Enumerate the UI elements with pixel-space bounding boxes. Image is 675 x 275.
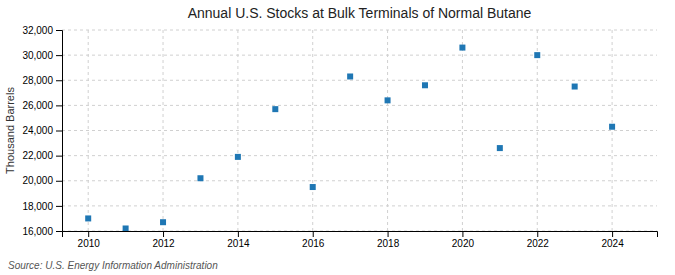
x-grid-line (163, 30, 164, 231)
y-axis: 16,000 18,000 20,000 22,000 24,000 26,000 28,0… (22, 25, 62, 237)
x-tick-label: 2022 (527, 238, 550, 249)
y-tick-mark (56, 156, 62, 157)
x-grid-line (387, 30, 388, 231)
x-tick-label: 2016 (302, 238, 325, 249)
point (385, 97, 391, 103)
source: Source: U.S. Energy Information Administ… (8, 260, 218, 271)
x-tick-mark (163, 231, 164, 237)
point (609, 124, 615, 130)
plot-area: 2010 2012 2014 2016 2018 2020 2022 2024 16,000 18… (22, 25, 657, 249)
point (534, 52, 540, 58)
x-tick-label: 2010 (78, 238, 101, 249)
x-tick-label: 2024 (601, 238, 624, 249)
point (572, 84, 578, 90)
point (160, 219, 166, 225)
x-tick: 2020 (452, 231, 475, 249)
x-tick-label: 2012 (152, 238, 175, 249)
point (197, 175, 203, 181)
title: Annual U.S. Stocks at Bulk Terminals of … (188, 5, 532, 21)
y-tick-mark (56, 80, 62, 81)
y-grid-line (62, 55, 657, 56)
x-tick-mark (388, 231, 389, 237)
y-grid-line (62, 30, 657, 31)
point (459, 45, 465, 51)
y-grid-line (62, 180, 657, 181)
y-tick: 24,000 (22, 125, 62, 136)
chart: 2010 2012 2014 2016 2018 2020 2022 2024 16,000 18… (0, 0, 675, 275)
x-tick-label: 2018 (377, 238, 400, 249)
x-axis-line (63, 232, 658, 238)
y-tick: 30,000 (22, 50, 62, 61)
x-tick-mark (313, 231, 314, 237)
y-tick: 28,000 (22, 75, 62, 86)
y-tick-label: 32,000 (22, 25, 53, 36)
y-tick: 18,000 (22, 201, 62, 212)
x-grid-line (237, 30, 238, 231)
y-tick-mark (56, 105, 62, 106)
point (347, 73, 353, 79)
y-grid-line (62, 205, 657, 206)
y-tick-mark (56, 131, 62, 132)
x-tick: 2012 (152, 231, 175, 249)
x-grid-line (88, 30, 89, 231)
y-tick-label: 20,000 (22, 175, 53, 186)
y-tick-mark (56, 55, 62, 56)
y-grid-line (62, 105, 657, 106)
y-tick: 32,000 (22, 25, 62, 36)
point (85, 215, 91, 221)
y-axis-line (56, 31, 63, 232)
x-tick-mark (88, 231, 89, 237)
point (422, 82, 428, 88)
x-tick: 2022 (527, 231, 550, 249)
y-tick-mark (56, 231, 62, 232)
grid (62, 30, 657, 231)
y-tick-mark (56, 206, 62, 207)
x-grid-line (537, 30, 538, 231)
point (497, 145, 503, 151)
point (235, 154, 241, 160)
point (310, 184, 316, 190)
points (85, 45, 615, 231)
y-tick-mark (56, 30, 62, 31)
x-grid-line (312, 30, 313, 231)
y-grid-line (62, 155, 657, 156)
y-tick: 22,000 (22, 150, 62, 161)
y-tick-label: 16,000 (22, 226, 53, 237)
x-tick: 2010 (78, 231, 101, 249)
y-tick-label: 22,000 (22, 150, 53, 161)
point (272, 106, 278, 112)
x-tick-label: 2014 (227, 238, 250, 249)
x-tick: 2018 (377, 231, 400, 249)
point (123, 225, 129, 231)
y-grid-line (62, 130, 657, 131)
x-tick-mark (537, 231, 538, 237)
y-tick-label: 18,000 (22, 201, 53, 212)
x-grid-line (612, 30, 613, 231)
y-tick: 16,000 (22, 226, 62, 237)
x-tick: 2024 (601, 231, 624, 249)
x-tick: 2014 (227, 231, 250, 249)
x-grid-line (462, 30, 463, 231)
y-grid-line (62, 80, 657, 81)
y-tick: 20,000 (22, 175, 62, 186)
x-tick-mark (238, 231, 239, 237)
x-tick-mark (612, 231, 613, 237)
y-tick-label: 28,000 (22, 75, 53, 86)
y-tick-label: 30,000 (22, 50, 53, 61)
x-tick-mark (462, 231, 463, 237)
y-tick-label: 24,000 (22, 125, 53, 136)
y-tick-label: 26,000 (22, 100, 53, 111)
x-tick: 2016 (302, 231, 325, 249)
y-axis-title: Thousand Barrels (4, 87, 16, 174)
y-tick: 26,000 (22, 100, 62, 111)
x-tick-label: 2020 (452, 238, 475, 249)
x-axis: 2010 2012 2014 2016 2018 2020 2022 2024 (63, 231, 658, 249)
y-tick-mark (56, 181, 62, 182)
